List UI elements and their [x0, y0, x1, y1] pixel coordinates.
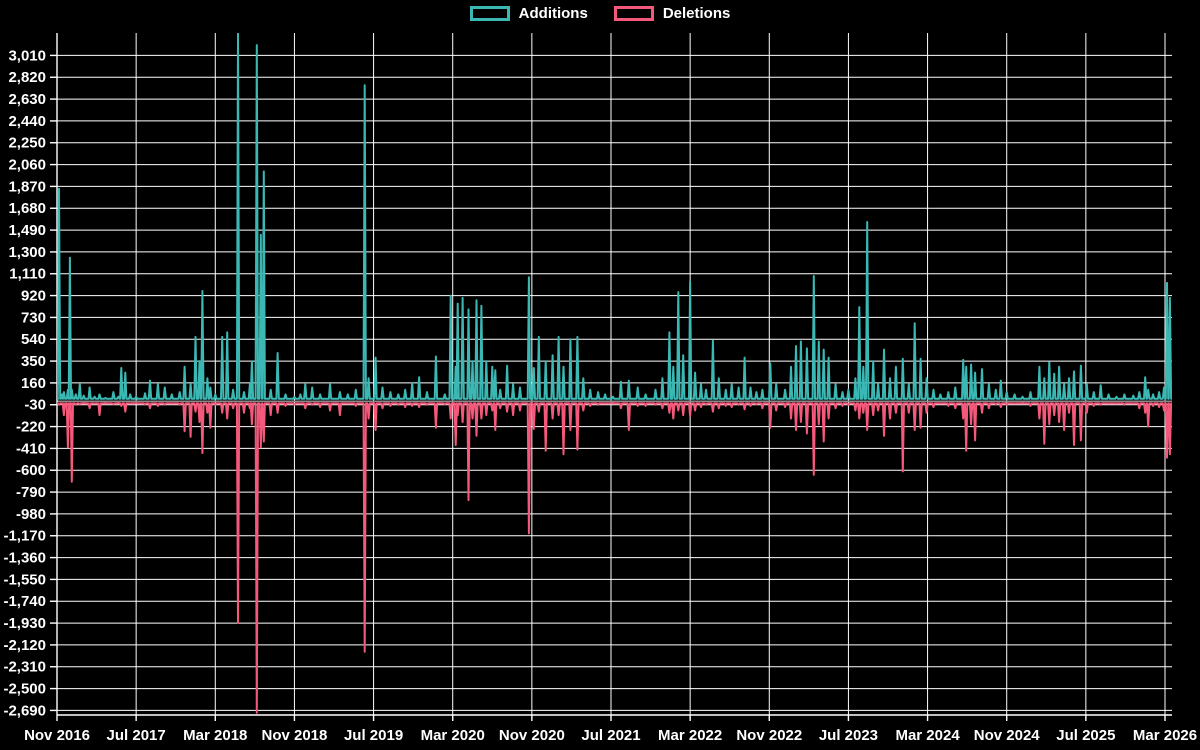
y-tick-label: -410 [16, 440, 46, 457]
x-tick-label: Jul 2021 [581, 727, 640, 744]
gridlines [56, 33, 1172, 715]
chart-legend: Additions Deletions [0, 6, 1200, 21]
y-tick-label: -1,550 [3, 571, 46, 588]
y-tick-label: -30 [24, 397, 46, 414]
y-tick-label: 920 [21, 288, 46, 305]
legend-item-deletions[interactable]: Deletions [613, 5, 731, 22]
x-tick-label: Nov 2016 [24, 727, 90, 744]
tick-marks [50, 54, 1166, 721]
additions-swatch-icon [469, 6, 510, 21]
legend-label-deletions: Deletions [662, 5, 731, 22]
y-tick-label: 350 [21, 353, 46, 370]
y-tick-label: -790 [16, 484, 46, 501]
x-tick-label: Jul 2025 [1056, 727, 1115, 744]
y-tick-label: 1,680 [8, 200, 46, 217]
y-tick-label: 160 [21, 375, 46, 392]
y-tick-label: -980 [16, 506, 46, 523]
y-tick-label: -1,360 [3, 550, 46, 567]
x-tick-label: Jul 2019 [344, 727, 403, 744]
y-tick-label: 2,630 [8, 91, 46, 108]
y-tick-label: -220 [16, 419, 46, 436]
y-tick-label: 1,300 [8, 244, 46, 261]
y-tick-label: -2,690 [3, 702, 46, 719]
additions-series-line [57, 33, 1172, 400]
x-tick-label: Nov 2024 [974, 727, 1041, 744]
y-tick-label: 2,250 [8, 135, 46, 152]
y-tick-label: -2,120 [3, 637, 46, 654]
tick-labels: 3,010 2,820 2,630 2,440 2,250 2,060 1,870 1,680… [3, 47, 1197, 744]
y-tick-label: -2,310 [3, 659, 46, 676]
y-tick-label: 1,110 [9, 266, 46, 283]
x-tick-label: Nov 2018 [261, 727, 327, 744]
y-tick-label: 1,490 [8, 222, 46, 239]
y-tick-label: -1,740 [3, 593, 46, 610]
x-tick-label: Mar 2018 [183, 727, 247, 744]
x-tick-label: Nov 2020 [499, 727, 565, 744]
axes [56, 33, 1172, 716]
y-tick-label: 730 [21, 309, 46, 326]
y-tick-label: 2,440 [8, 113, 46, 130]
legend-item-additions[interactable]: Additions [469, 5, 588, 22]
x-tick-label: Mar 2024 [895, 727, 960, 744]
y-tick-label: -1,930 [3, 615, 46, 632]
legend-label-additions: Additions [518, 5, 588, 22]
x-tick-label: Nov 2022 [736, 727, 802, 744]
y-tick-label: -2,500 [3, 681, 46, 698]
y-tick-label: 1,870 [8, 178, 46, 195]
deletions-swatch-icon [613, 6, 654, 21]
x-tick-label: Jul 2017 [107, 727, 166, 744]
x-tick-label: Mar 2020 [421, 727, 485, 744]
deletions-series-line [57, 402, 1172, 714]
y-tick-label: -600 [16, 462, 46, 479]
x-tick-label: Mar 2022 [658, 727, 722, 744]
y-tick-label: -1,170 [3, 528, 46, 545]
x-tick-label: Mar 2026 [1133, 727, 1197, 744]
y-tick-label: 2,060 [8, 157, 46, 174]
y-tick-label: 540 [21, 331, 46, 348]
x-tick-label: Jul 2023 [819, 727, 878, 744]
y-tick-label: 2,820 [8, 69, 46, 86]
y-tick-label: 3,010 [8, 47, 46, 64]
